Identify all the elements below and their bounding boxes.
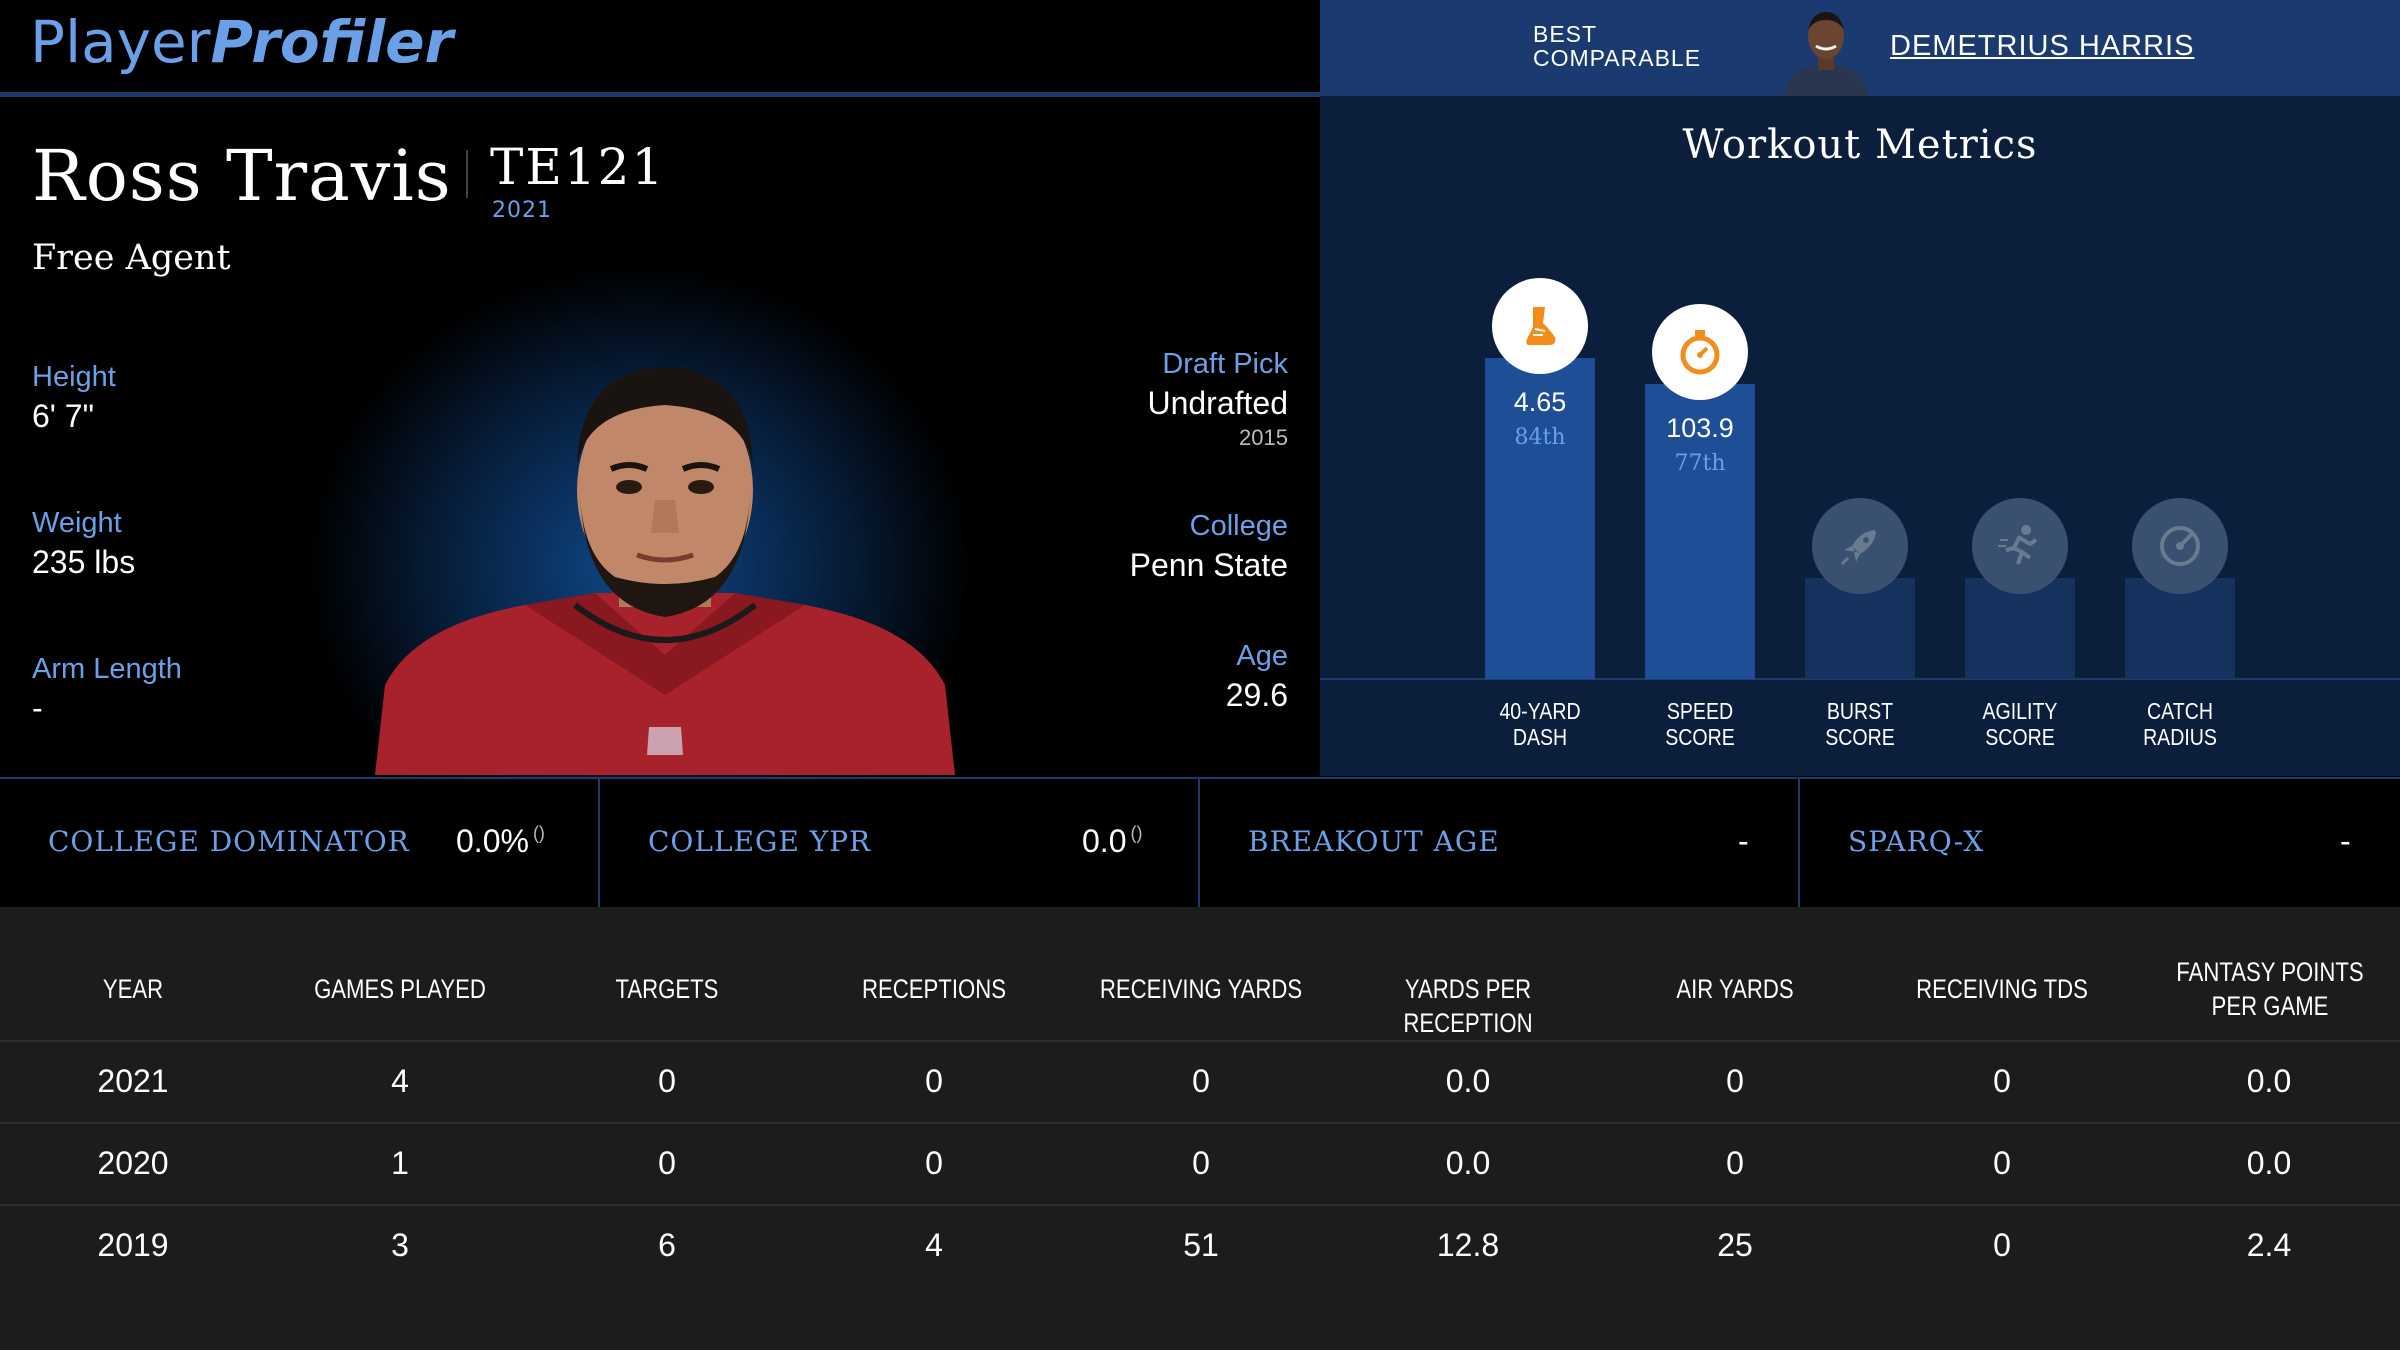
row-divider (0, 1204, 2400, 1206)
column-header[interactable]: AIR YARDS (1676, 974, 1794, 1004)
column-header[interactable]: RECEIVING YARDS (1099, 974, 1303, 1004)
table-cell: 2020 (97, 1145, 169, 1181)
best-comparable-label: BEST COMPARABLE (1533, 21, 1702, 71)
arm-length-value: - (32, 690, 43, 726)
college-ypr-value: 0.0() (1082, 823, 1143, 859)
column-header[interactable]: RECEPTIONS (862, 974, 1006, 1004)
metric-percentile-speed-score: 77th (1674, 451, 1726, 476)
metric-label-speed-score: SPEED SCORE (1665, 698, 1735, 750)
table-cell: 0.0 (1445, 1145, 1491, 1181)
college-ypr-label[interactable]: COLLEGE YPR (648, 825, 872, 858)
bar-agility-score[interactable] (1965, 578, 2075, 679)
breakout-age-value: - (1738, 823, 1749, 859)
breakout-age-cell (1200, 779, 1800, 907)
comparable-player-link[interactable]: DEMETRIUS HARRIS (1890, 30, 2195, 62)
comparable-avatar (1784, 12, 1868, 96)
height-value: 6' 7" (32, 398, 94, 434)
table-cell: 0 (1993, 1145, 2011, 1181)
arm-length-label: Arm Length (32, 653, 182, 685)
table-cell: 2021 (97, 1063, 169, 1099)
draft-pick-value: Undrafted (1147, 385, 1288, 421)
table-cell: 0 (658, 1063, 676, 1099)
table-cell: 0 (1726, 1145, 1744, 1181)
metric-value-speed-score: 103.9 (1666, 413, 1734, 443)
row-divider (0, 1122, 2400, 1124)
player-headshot (375, 367, 955, 775)
table-cell: 4 (925, 1227, 943, 1263)
bar-40-yard-dash[interactable] (1485, 358, 1595, 679)
height-label: Height (32, 361, 116, 393)
breakout-age-label[interactable]: BREAKOUT AGE (1248, 825, 1500, 858)
table-cell: 25 (1717, 1227, 1753, 1263)
table-cell: 1 (391, 1145, 409, 1181)
table-cell: 0 (925, 1063, 943, 1099)
bar-speed-score[interactable] (1645, 384, 1755, 679)
table-cell: 0 (1726, 1063, 1744, 1099)
table-cell: 0.0 (2246, 1145, 2292, 1181)
name-divider (466, 150, 468, 198)
position-rank: TE121 (490, 138, 666, 196)
column-header[interactable]: GAMES PLAYED (314, 974, 486, 1004)
workout-metrics-title: Workout Metrics (1682, 122, 2038, 168)
college-ypr-cell (600, 779, 1200, 907)
age-value: 29.6 (1225, 677, 1288, 713)
table-cell: 0 (658, 1145, 676, 1181)
player-name: Ross Travis (32, 135, 452, 217)
table-cell: 3 (391, 1227, 409, 1263)
metric-label-40-yard-dash: 40-YARD DASH (1499, 698, 1581, 750)
column-header[interactable]: YEAR (102, 974, 164, 1004)
rocket-icon (1812, 498, 1908, 594)
player-team: Free Agent (32, 238, 231, 278)
metric-percentile-40-yard-dash: 84th (1514, 425, 1566, 450)
table-cell: 0 (1192, 1145, 1210, 1181)
stats-table (0, 907, 2400, 1350)
sparq-x-label[interactable]: SPARQ-X (1848, 825, 1985, 858)
runner-icon (1972, 498, 2068, 594)
logo-part-player: Player (30, 8, 211, 76)
column-header[interactable]: RECEIVING TDS (1916, 974, 2088, 1004)
column-header[interactable]: TARGETS (615, 974, 719, 1004)
site-logo[interactable]: PlayerProfiler (30, 8, 453, 76)
table-cell: 4 (391, 1063, 409, 1099)
draft-year: 2015 (1239, 425, 1288, 450)
metric-label-agility-score: AGILITY SCORE (1982, 698, 2058, 750)
table-cell: 0 (925, 1145, 943, 1181)
row-divider (0, 1040, 2400, 1042)
target-icon (2132, 498, 2228, 594)
college-dominator-value: 0.0%() (456, 823, 545, 859)
table-cell: 0 (1993, 1063, 2011, 1099)
college-value: Penn State (1129, 547, 1288, 583)
site-header (0, 0, 1320, 97)
college-stats-strip (0, 777, 2400, 909)
draft-pick-label: Draft Pick (1162, 348, 1288, 380)
table-cell: 0 (1993, 1227, 2011, 1263)
stopwatch-icon (1652, 304, 1748, 400)
table-cell: 0 (1192, 1063, 1210, 1099)
table-cell: 2019 (97, 1227, 169, 1263)
workout-baseline (1320, 678, 2400, 680)
table-cell: 51 (1183, 1227, 1219, 1263)
weight-label: Weight (32, 507, 122, 539)
weight-value: 235 lbs (32, 544, 136, 580)
bar-burst-score[interactable] (1805, 578, 1915, 679)
college-dominator-label[interactable]: COLLEGE DOMINATOR (48, 825, 410, 858)
bar-catch-radius[interactable] (2125, 578, 2235, 679)
sparq-x-value: - (2340, 823, 2351, 859)
college-dominator-cell (0, 779, 600, 907)
metric-label-catch-radius: CATCH RADIUS (2143, 698, 2217, 750)
table-cell: 2.4 (2246, 1227, 2292, 1263)
column-header[interactable]: YARDS PER RECEPTION (1403, 974, 1533, 1038)
table-cell: 0.0 (1445, 1063, 1491, 1099)
age-label: Age (1236, 640, 1288, 672)
table-cell: 12.8 (1436, 1227, 1500, 1263)
shoe-icon (1492, 278, 1588, 374)
metric-value-40-yard-dash: 4.65 (1513, 387, 1567, 417)
table-cell: 6 (658, 1227, 676, 1263)
metric-label-burst-score: BURST SCORE (1825, 698, 1895, 750)
logo-part-profiler: Profiler (210, 8, 454, 76)
column-header[interactable]: FANTASY POINTS PER GAME (2176, 957, 2364, 1021)
position-rank-season: 2021 (492, 198, 552, 223)
college-label: College (1189, 510, 1288, 542)
table-cell: 0.0 (2246, 1063, 2292, 1099)
